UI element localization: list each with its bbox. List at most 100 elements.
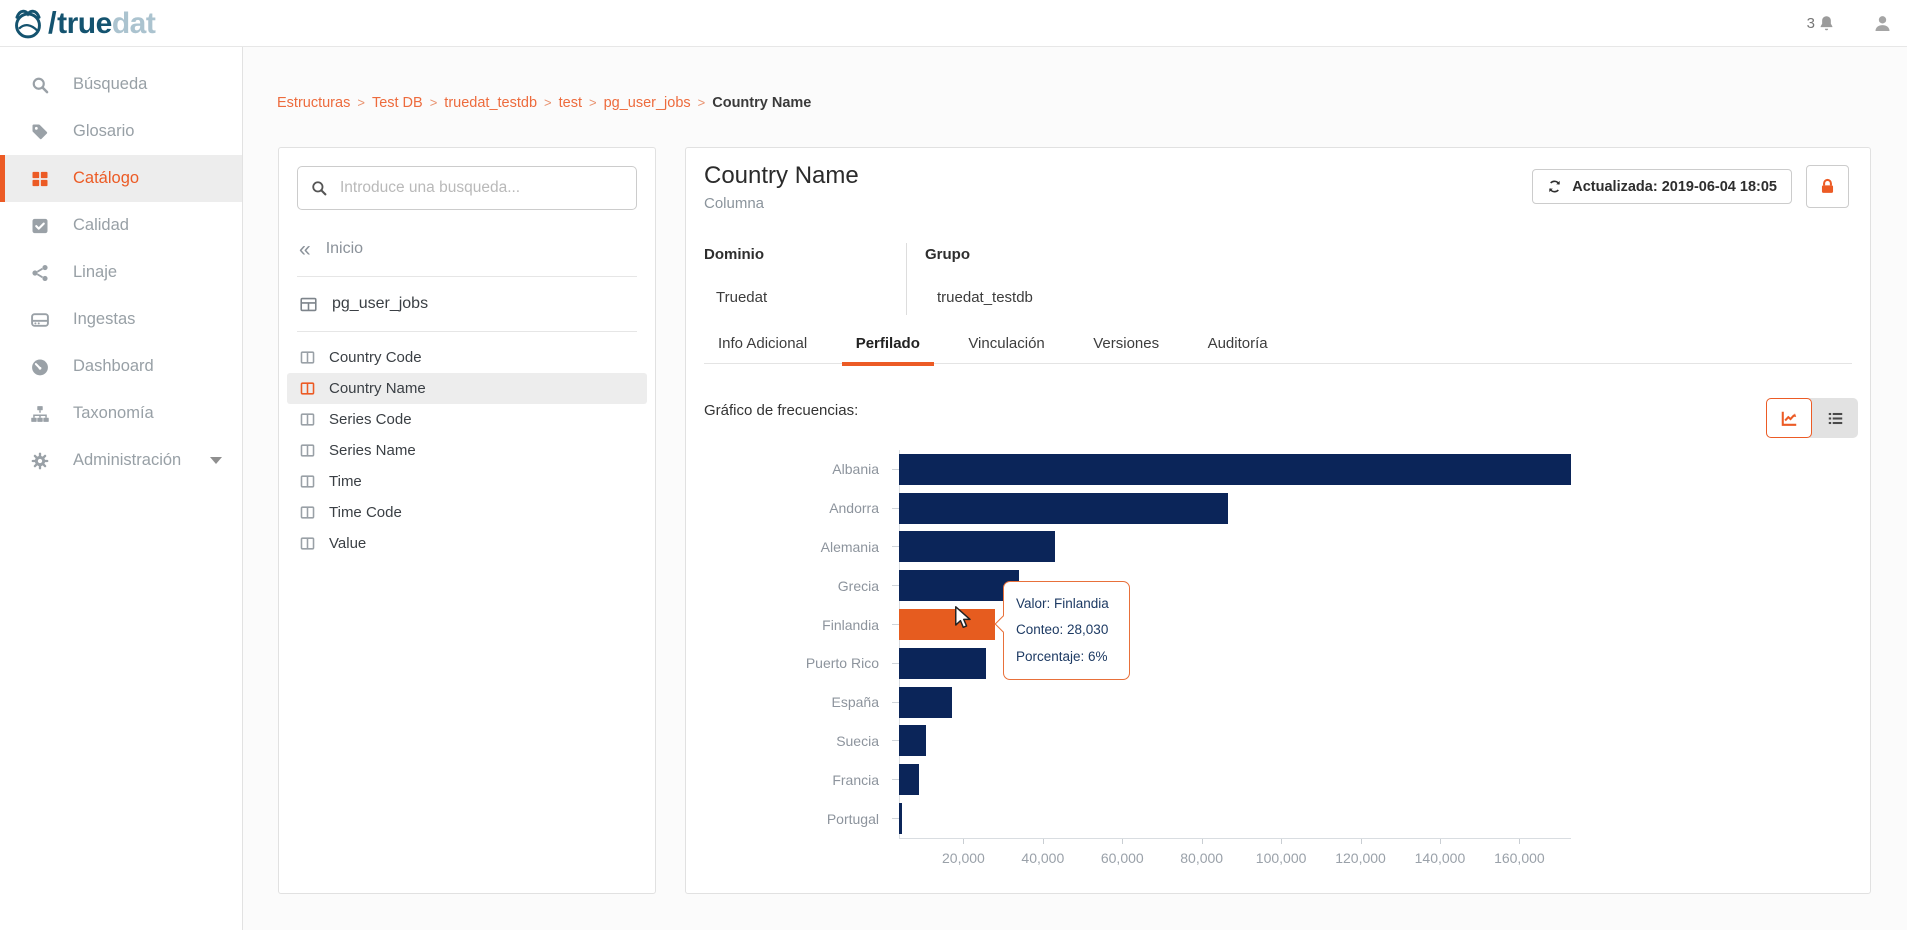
- page-title: Country Name: [704, 162, 859, 189]
- sidebar-item-glosario[interactable]: Glosario: [0, 108, 242, 155]
- x-tick-mark: [1281, 839, 1283, 844]
- bar-portugal[interactable]: [899, 803, 902, 835]
- breadcrumb-link-test[interactable]: test: [558, 95, 582, 111]
- divider: [297, 331, 637, 332]
- breadcrumb-link-pg-user-jobs[interactable]: pg_user_jobs: [603, 95, 691, 111]
- column-label: Value: [329, 535, 367, 552]
- sidebar-item-linaje[interactable]: Linaje: [0, 249, 242, 296]
- y-axis-line: [899, 450, 900, 838]
- bar-finlandia[interactable]: [899, 609, 996, 641]
- x-tick-label: 40,000: [1021, 850, 1065, 866]
- chart-row-suecia: Suecia: [686, 722, 1636, 761]
- chart-tooltip: Valor: Finlandia Conteo: 28,030 Porcenta…: [994, 581, 1130, 680]
- column-label: Country Name: [329, 380, 426, 397]
- category-label: Albania: [832, 461, 879, 478]
- bar-suecia[interactable]: [899, 725, 927, 757]
- column-item-time-code[interactable]: Time Code: [287, 497, 647, 528]
- bar-alemania[interactable]: [899, 531, 1055, 563]
- sidebar-item-ingestas[interactable]: Ingestas: [0, 296, 242, 343]
- refresh-icon: [1549, 180, 1561, 193]
- breadcrumb-separator: >: [697, 95, 706, 110]
- sidebar-item-catalogo[interactable]: Catálogo: [0, 155, 242, 202]
- bar-francia[interactable]: [899, 764, 919, 796]
- tab-versiones[interactable]: Versiones: [1093, 335, 1160, 352]
- frequency-bar-chart: Albania Andorra Alemania Grecia Finlandia Pue…: [686, 450, 1636, 910]
- double-chevron-left-icon: «: [299, 237, 311, 261]
- table-icon: [300, 297, 317, 311]
- bar-albania[interactable]: [899, 453, 1571, 485]
- sidebar-label: Administración: [73, 451, 182, 469]
- sidebar-label: Taxonomía: [73, 404, 154, 422]
- chart-row-alemania: Alemania: [686, 528, 1636, 567]
- truedat-logo[interactable]: /truedat: [10, 5, 156, 41]
- column-item-time[interactable]: Time: [287, 466, 647, 497]
- sidebar-item-taxonomia[interactable]: Taxonomía: [0, 390, 242, 437]
- table-name-label: pg_user_jobs: [332, 295, 429, 312]
- column-item-country-code[interactable]: Country Code: [287, 342, 647, 373]
- explorer-home-button[interactable]: « Inicio: [279, 228, 655, 270]
- category-label: Suecia: [836, 732, 879, 749]
- bar-andorra[interactable]: [899, 492, 1228, 524]
- bar-puerto-rico[interactable]: [899, 647, 987, 679]
- sidebar-item-calidad[interactable]: Calidad: [0, 202, 242, 249]
- view-toggle-group: [1766, 398, 1858, 438]
- share-icon: [32, 264, 48, 281]
- sidebar-item-busqueda[interactable]: Búsqueda: [0, 61, 242, 108]
- user-icon: [1875, 16, 1890, 31]
- sidebar-label: Calidad: [73, 216, 129, 234]
- breadcrumb-link-truedat-testdb[interactable]: truedat_testdb: [444, 95, 538, 111]
- y-tick-mark: [892, 662, 899, 664]
- column-item-series-code[interactable]: Series Code: [287, 404, 647, 435]
- gear-icon: [31, 452, 49, 469]
- category-label: Grecia: [837, 577, 879, 594]
- column-label: Country Code: [329, 349, 422, 366]
- field-label-dominio: Dominio: [704, 246, 764, 263]
- frequency-chart-label: Gráfico de frecuencias:: [704, 402, 859, 419]
- column-item-series-name[interactable]: Series Name: [287, 435, 647, 466]
- breadcrumb-link-estructuras[interactable]: Estructuras: [277, 95, 351, 111]
- sidebar-item-administracion[interactable]: Administración: [0, 437, 242, 484]
- column-icon: [300, 537, 315, 550]
- search-input[interactable]: [340, 179, 624, 197]
- column-label: Series Code: [329, 411, 412, 428]
- category-label: Alemania: [820, 538, 879, 555]
- tab-vinculacion[interactable]: Vinculación: [968, 335, 1045, 352]
- structure-detail-panel: Country Name Columna Actualizada: 2019-0…: [685, 147, 1871, 894]
- breadcrumb-current: Country Name: [712, 95, 812, 111]
- updated-refresh-button[interactable]: Actualizada: 2019-06-04 18:05: [1532, 169, 1792, 204]
- check-square-icon: [32, 218, 48, 233]
- list-view-button[interactable]: [1812, 398, 1858, 438]
- breadcrumb-separator: >: [357, 95, 365, 110]
- breadcrumb-link-test-db[interactable]: Test DB: [371, 95, 423, 111]
- x-tick-label: 60,000: [1100, 850, 1144, 866]
- y-tick-mark: [892, 779, 899, 781]
- x-tick-label: 100,000: [1255, 850, 1307, 866]
- category-label: Francia: [832, 771, 879, 788]
- grid-icon: [32, 171, 48, 186]
- column-item-country-name[interactable]: Country Name: [287, 373, 647, 404]
- updated-label: Actualizada: 2019-06-04 18:05: [1572, 178, 1777, 195]
- chart-row-albania: Albania: [686, 450, 1636, 489]
- column-item-value[interactable]: Value: [287, 528, 647, 559]
- bar-grecia[interactable]: [899, 570, 1020, 602]
- chart-view-button[interactable]: [1766, 398, 1812, 438]
- column-label: Time Code: [329, 504, 402, 521]
- x-tick-mark: [1519, 839, 1521, 844]
- chart-row-andorra: Andorra: [686, 489, 1636, 528]
- category-label: España: [831, 694, 879, 711]
- x-tick-mark: [1042, 839, 1044, 844]
- list-icon: [1828, 412, 1842, 424]
- explorer-table-item[interactable]: pg_user_jobs: [279, 283, 655, 325]
- sidebar-item-dashboard[interactable]: Dashboard: [0, 343, 242, 390]
- y-tick-mark: [892, 546, 899, 548]
- lock-button[interactable]: [1806, 165, 1849, 208]
- user-menu-button[interactable]: [1872, 13, 1893, 34]
- bar-espa-a[interactable]: [899, 686, 952, 718]
- bell-icon: [1817, 14, 1836, 33]
- x-tick-label: 20,000: [942, 850, 985, 866]
- notifications-button[interactable]: 3: [1807, 14, 1836, 33]
- sitemap-icon: [31, 405, 49, 422]
- tab-perfilado[interactable]: Perfilado: [841, 332, 935, 366]
- tab-info-adicional[interactable]: Info Adicional: [718, 335, 808, 352]
- tab-auditoria[interactable]: Auditoría: [1207, 335, 1268, 352]
